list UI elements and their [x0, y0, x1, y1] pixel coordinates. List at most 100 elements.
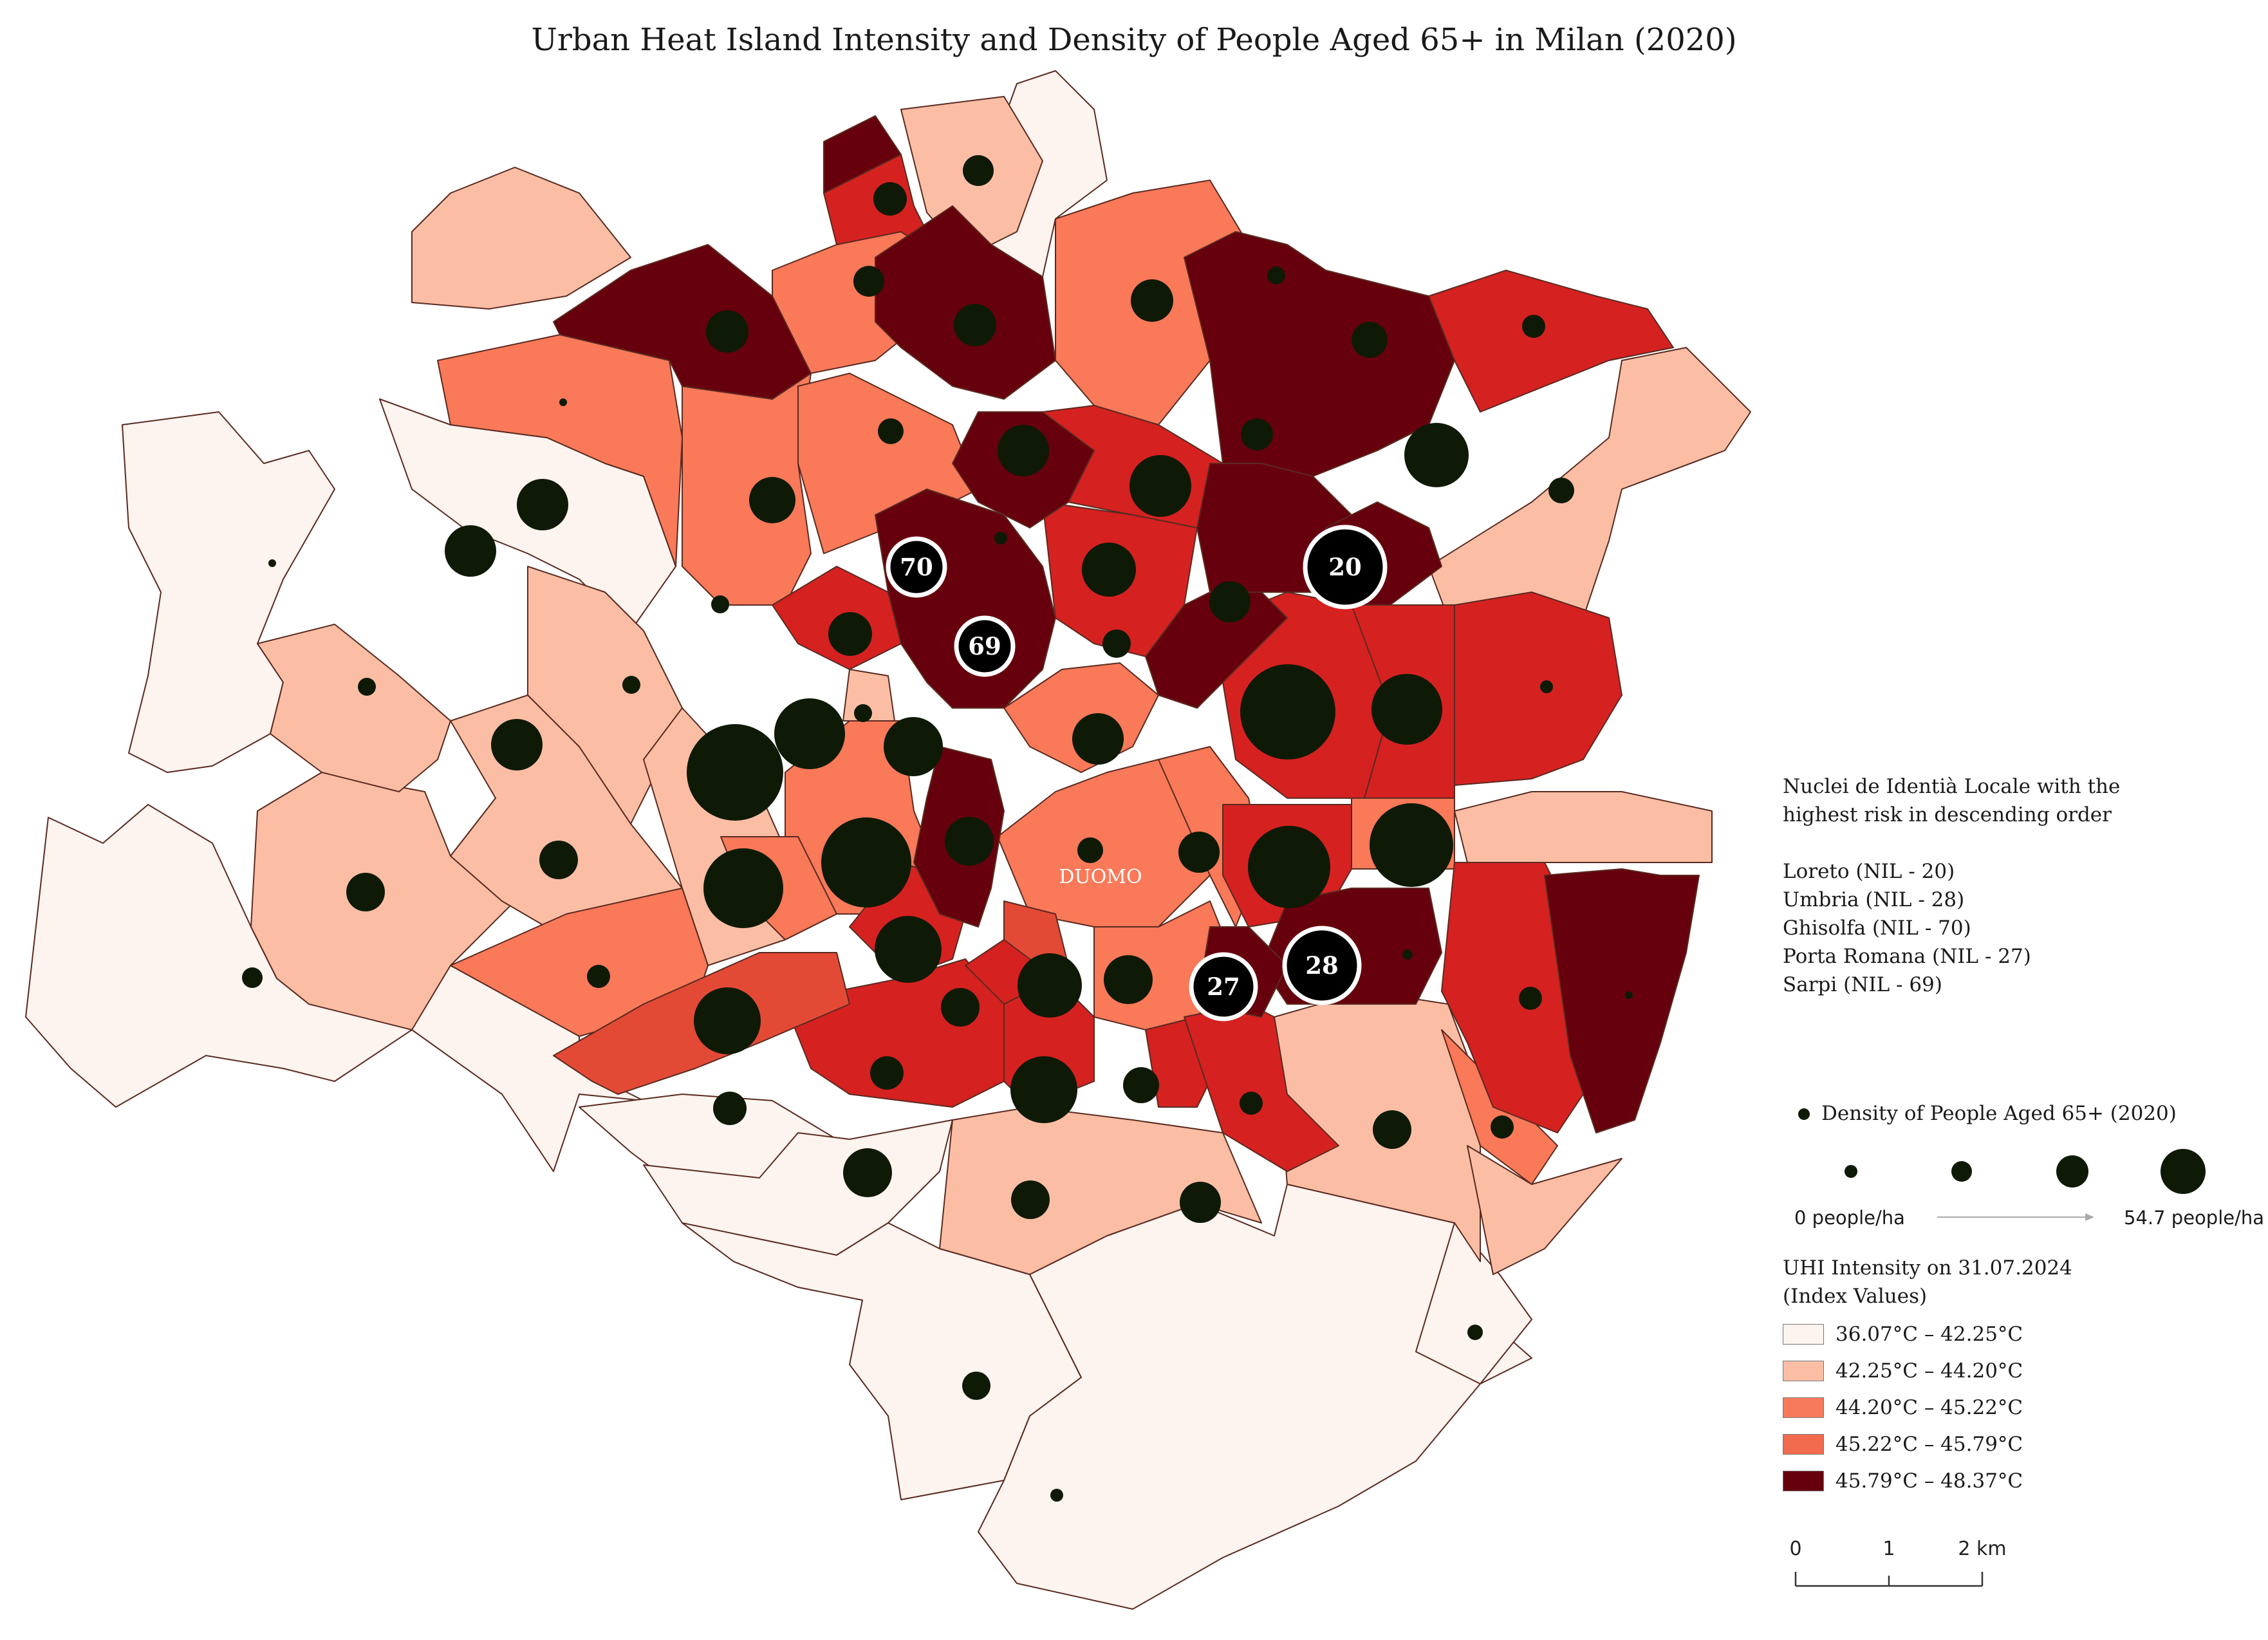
highlighted-nil-label: 70 — [900, 553, 933, 581]
density-bubble — [1352, 322, 1388, 358]
density-bubble — [713, 1092, 747, 1125]
density-bubble — [875, 916, 942, 983]
uhi-legend-heading-1: UHI Intensity on 31.07.2024 — [1783, 1256, 2072, 1280]
density-bubble — [1248, 826, 1330, 908]
density-bubbles: 70 69 20 28 27 — [242, 155, 1633, 1502]
density-bubble — [1370, 803, 1453, 887]
density-bubble — [1241, 418, 1273, 451]
density-bubble — [1267, 266, 1285, 284]
density-legend-dot-4 — [2161, 1149, 2206, 1194]
density-bubble — [884, 717, 943, 776]
density-bubble — [1371, 674, 1442, 745]
density-bubble — [854, 704, 872, 722]
density-bubble — [1018, 953, 1082, 1018]
density-bubble — [1625, 991, 1633, 999]
density-max-label: 54.7 people/ha — [2124, 1207, 2264, 1229]
highlighted-nil-bubble — [1282, 926, 1362, 1005]
nil-district — [823, 115, 902, 194]
nil-district — [1454, 592, 1622, 786]
density-bubble — [445, 525, 496, 577]
density-bubble — [1082, 543, 1136, 597]
uhi-class-1: 36.07°C – 42.25°C — [1783, 1316, 2072, 1352]
density-legend-arrowhead — [2085, 1213, 2094, 1221]
density-bubble — [491, 719, 543, 770]
density-bubble — [1404, 423, 1469, 487]
density-bubble — [870, 1056, 904, 1090]
density-bubble — [1491, 1115, 1514, 1139]
density-bubble — [774, 698, 845, 769]
uhi-class-5: 45.79°C – 48.37°C — [1783, 1462, 2072, 1499]
density-bubble — [1123, 1067, 1159, 1103]
density-legend-label: Density of People Aged 65+ (2020) — [1821, 1102, 2177, 1125]
density-bubble — [1209, 581, 1250, 622]
density-bubble — [945, 817, 994, 866]
density-min-label: 0 people/ha — [1794, 1207, 1905, 1229]
scale-label-0: 0 — [1789, 1538, 1801, 1560]
density-legend-dot-3 — [2056, 1155, 2088, 1188]
density-bubble — [1077, 837, 1103, 863]
density-bubble — [828, 612, 872, 656]
density-bubble — [346, 873, 385, 911]
highlighted-nil-bubble — [886, 536, 947, 598]
nil-district — [939, 1106, 1262, 1275]
density-bubble — [1240, 664, 1335, 759]
density-bubble — [1010, 1056, 1077, 1123]
density-bubble — [1548, 478, 1574, 503]
uhi-swatch-1 — [1783, 1323, 1824, 1345]
density-bubble — [994, 532, 1007, 545]
density-bubble — [998, 425, 1049, 476]
nil-district — [1544, 868, 1700, 1133]
density-bubble — [687, 724, 783, 821]
density-legend-dot-2 — [1951, 1161, 1972, 1182]
density-bubble — [703, 848, 783, 928]
risk-legend-heading-2: highest risk in descending order — [1783, 803, 2112, 826]
density-bubble — [843, 1148, 892, 1197]
uhi-class-label-5: 45.79°C – 48.37°C — [1836, 1469, 2023, 1493]
density-bubble — [954, 304, 996, 346]
risk-legend: Nuclei de Identià Locale with the highes… — [1783, 772, 2120, 999]
highlighted-nil-label: 27 — [1207, 973, 1240, 1001]
risk-item-1: Loreto (NIL - 20) — [1783, 860, 1955, 883]
density-bubble — [587, 965, 610, 988]
nil-districts — [25, 70, 1751, 1610]
risk-legend-heading-1: Nuclei de Identià Locale with the — [1783, 775, 2121, 798]
risk-item-3: Ghisolfa (NIL - 70) — [1783, 917, 1971, 940]
density-bubble — [749, 477, 795, 523]
nil-district — [875, 205, 1056, 400]
highlighted-nil-label: 28 — [1305, 951, 1339, 980]
density-bubble — [941, 988, 980, 1027]
density-bubble — [1102, 629, 1131, 658]
highlighted-nil-label: 20 — [1328, 553, 1362, 581]
density-bubble — [706, 310, 748, 353]
risk-item-2: Umbria (NIL - 28) — [1783, 888, 1965, 911]
density-bubble — [873, 182, 907, 216]
density-bubble — [1011, 1180, 1050, 1219]
map-title: Urban Heat Island Intensity and Density … — [531, 22, 1737, 58]
highlighted-nil-bubble — [1303, 525, 1388, 610]
density-bubble — [878, 418, 904, 444]
uhi-swatch-4 — [1783, 1433, 1824, 1455]
density-legend-dot-1 — [1845, 1165, 1857, 1178]
nil-district — [450, 888, 709, 1037]
nil-district — [411, 167, 631, 310]
nil-district — [978, 1184, 1532, 1610]
density-bubble — [1522, 315, 1545, 338]
nil-district — [1454, 791, 1713, 863]
highlighted-nil-bubble — [1189, 952, 1258, 1021]
density-bubble — [821, 817, 911, 908]
scale-label-2: 2 km — [1958, 1538, 2006, 1560]
uhi-swatch-2 — [1783, 1360, 1824, 1381]
density-bubble — [1402, 949, 1413, 960]
density-bubble — [1178, 832, 1220, 873]
density-bubble — [1050, 1489, 1063, 1502]
nil-district — [1467, 1145, 1622, 1275]
highlighted-nil-label: 69 — [968, 632, 1001, 660]
uhi-class-label-3: 44.20°C – 45.22°C — [1836, 1395, 2023, 1419]
density-bubble — [1072, 713, 1124, 765]
duomo-label: DUOMO — [1059, 866, 1142, 888]
uhi-class-label-1: 36.07°C – 42.25°C — [1836, 1322, 2023, 1346]
uhi-class-label-4: 45.22°C – 45.79°C — [1836, 1432, 2023, 1456]
uhi-swatch-5 — [1783, 1470, 1824, 1491]
nil-district — [1145, 592, 1288, 709]
